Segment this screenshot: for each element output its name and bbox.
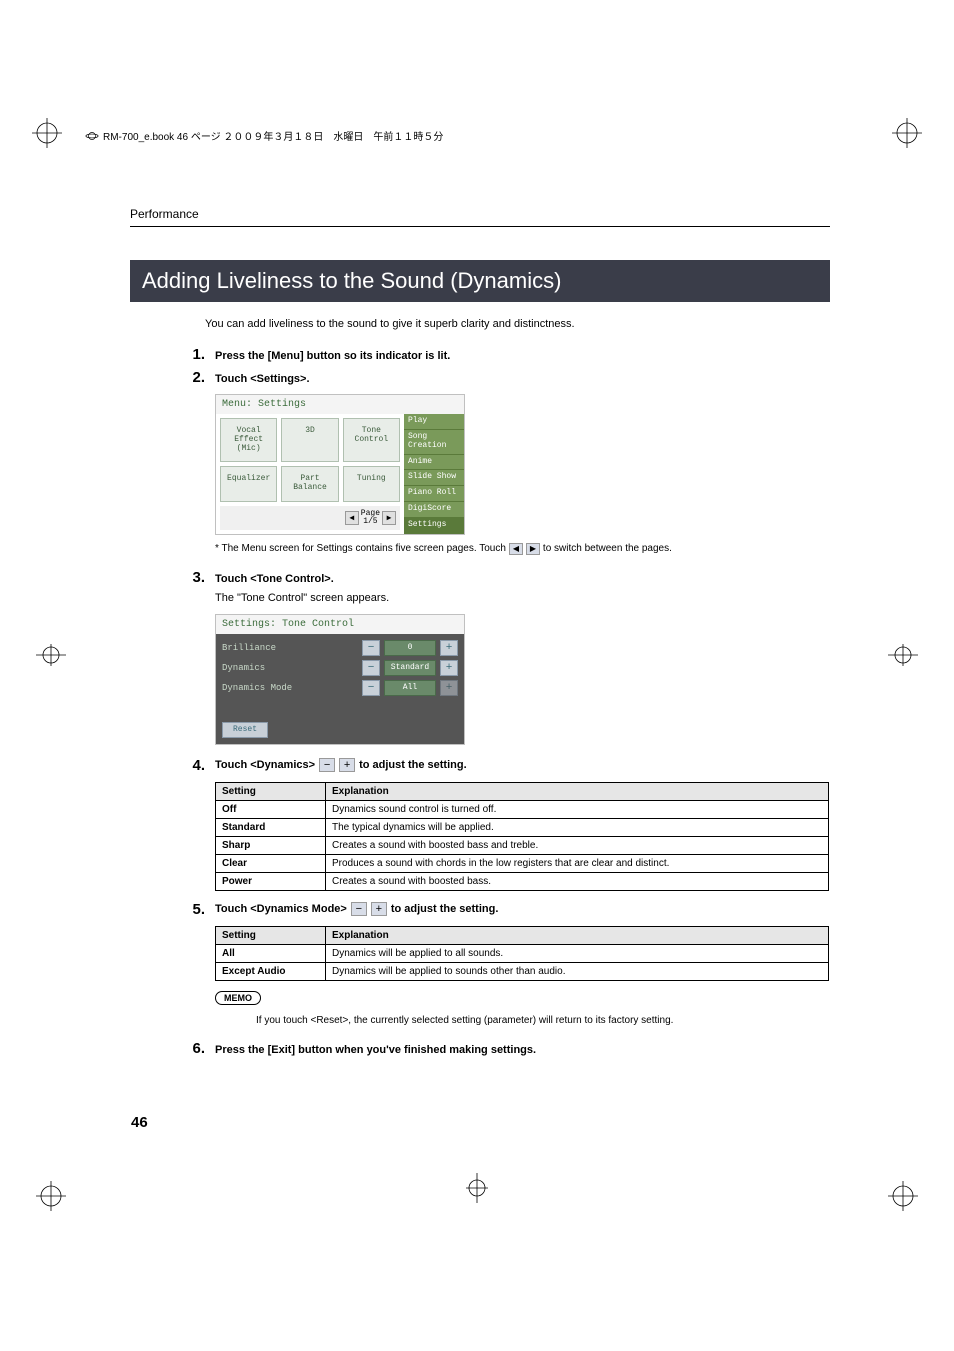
page-number: 46 — [131, 1114, 148, 1131]
intro-text: You can add liveliness to the sound to g… — [205, 318, 830, 330]
brilliance-row: Brilliance − 0 + — [222, 640, 458, 656]
reset-button[interactable]: Reset — [222, 722, 268, 738]
table-row: Except AudioDynamics will be applied to … — [216, 962, 829, 980]
step-text: Touch <Tone Control>. — [215, 573, 334, 585]
table-header-row: Setting Explanation — [216, 782, 829, 800]
tab-slide-show[interactable]: Slide Show — [404, 470, 464, 486]
dynamics-label: Dynamics — [222, 663, 358, 673]
plus-icon: + — [339, 758, 355, 772]
minus-icon: − — [319, 758, 335, 772]
table-header: Explanation — [326, 926, 829, 944]
pager-label: Page 1/5 — [361, 510, 380, 526]
step-3: 3. Touch <Tone Control>. — [185, 569, 830, 586]
step-text: Press the [Exit] button when you've fini… — [215, 1044, 536, 1056]
tab-settings[interactable]: Settings — [404, 518, 464, 534]
dynamics-mode-table: Setting Explanation AllDynamics will be … — [215, 926, 829, 981]
cell-vocal-effect[interactable]: Vocal Effect (Mic) — [220, 418, 277, 462]
step-number: 3. — [185, 569, 205, 586]
section-label: Performance — [130, 207, 199, 221]
cell-3d[interactable]: 3D — [281, 418, 338, 462]
table-row: AllDynamics will be applied to all sound… — [216, 944, 829, 962]
tab-digiscore[interactable]: DigiScore — [404, 502, 464, 518]
step-2: 2. Touch <Settings>. — [185, 369, 830, 386]
step-5: 5. Touch <Dynamics Mode> − + to adjust t… — [185, 901, 830, 918]
settings-panel: Menu: Settings Vocal Effect (Mic) 3D Ton… — [215, 394, 465, 535]
crop-mark-bottom-right — [888, 1181, 918, 1211]
plus-icon: + — [371, 902, 387, 916]
divider — [130, 226, 830, 227]
step-text-post: to adjust the setting. — [391, 903, 499, 915]
left-arrow-icon: ◀ — [509, 543, 523, 555]
minus-button[interactable]: − — [362, 680, 380, 696]
crop-mark-mid-left — [36, 640, 66, 670]
step-6: 6. Press the [Exit] button when you've f… — [185, 1040, 830, 1057]
tone-control-panel: Settings: Tone Control Brilliance − 0 + … — [215, 614, 465, 745]
crop-mark-top-right — [892, 118, 922, 148]
table-row: SharpCreates a sound with boosted bass a… — [216, 836, 829, 854]
table-header-row: Setting Explanation — [216, 926, 829, 944]
step-3-note: The "Tone Control" screen appears. — [215, 592, 830, 604]
brilliance-value: 0 — [384, 640, 436, 656]
crop-mark-bottom-left — [36, 1181, 66, 1211]
dynamics-mode-label: Dynamics Mode — [222, 683, 358, 693]
minus-icon: − — [351, 902, 367, 916]
brilliance-label: Brilliance — [222, 643, 358, 653]
table-header: Explanation — [326, 782, 829, 800]
table-row: PowerCreates a sound with boosted bass. — [216, 872, 829, 890]
table-row: OffDynamics sound control is turned off. — [216, 800, 829, 818]
right-arrow-icon: ▶ — [526, 543, 540, 555]
step-number: 2. — [185, 369, 205, 386]
panel-title: Settings: Tone Control — [216, 615, 464, 634]
cell-part-balance[interactable]: Part Balance — [281, 466, 338, 502]
step-text: Touch <Settings>. — [215, 373, 310, 385]
tab-piano-roll[interactable]: Piano Roll — [404, 486, 464, 502]
dynamics-table: Setting Explanation OffDynamics sound co… — [215, 782, 829, 891]
step-number: 4. — [185, 757, 205, 774]
table-row: StandardThe typical dynamics will be app… — [216, 818, 829, 836]
pager-prev-button[interactable]: ◀ — [345, 511, 359, 525]
tab-song-creation[interactable]: Song Creation — [404, 430, 464, 455]
book-header-text: RM-700_e.book 46 ページ ２００９年３月１８日 水曜日 午前１１… — [103, 128, 443, 143]
crop-mark-mid-right — [888, 640, 918, 670]
cell-tuning[interactable]: Tuning — [343, 466, 400, 502]
tab-play[interactable]: Play — [404, 414, 464, 430]
pager: ◀ Page 1/5 ▶ — [220, 506, 400, 530]
dynamics-mode-value: All — [384, 680, 436, 696]
settings-footnote: * The Menu screen for Settings contains … — [215, 543, 830, 555]
step-number: 1. — [185, 346, 205, 363]
tab-anime[interactable]: Anime — [404, 455, 464, 471]
step-number: 6. — [185, 1040, 205, 1057]
step-text-post: to adjust the setting. — [359, 759, 467, 771]
memo: MEMO — [215, 991, 830, 1005]
book-header: RM-700_e.book 46 ページ ２００９年３月１８日 水曜日 午前１１… — [85, 128, 443, 143]
side-tabs: Play Song Creation Anime Slide Show Pian… — [404, 414, 464, 534]
page-title: Adding Liveliness to the Sound (Dynamics… — [130, 260, 830, 302]
memo-badge: MEMO — [215, 991, 261, 1005]
saturn-icon — [85, 129, 99, 143]
cell-equalizer[interactable]: Equalizer — [220, 466, 277, 502]
step-1: 1. Press the [Menu] button so its indica… — [185, 346, 830, 363]
table-row: ClearProduces a sound with chords in the… — [216, 854, 829, 872]
minus-button[interactable]: − — [362, 660, 380, 676]
step-4: 4. Touch <Dynamics> − + to adjust the se… — [185, 757, 830, 774]
table-header: Setting — [216, 926, 326, 944]
step-text: Press the [Menu] button so its indicator… — [215, 350, 450, 362]
plus-button[interactable]: + — [440, 680, 458, 696]
plus-button[interactable]: + — [440, 640, 458, 656]
dynamics-row: Dynamics − Standard + — [222, 660, 458, 676]
memo-text: If you touch <Reset>, the currently sele… — [256, 1015, 830, 1026]
crop-mark-top-left — [32, 118, 62, 148]
table-header: Setting — [216, 782, 326, 800]
step-number: 5. — [185, 901, 205, 918]
pager-next-button[interactable]: ▶ — [382, 511, 396, 525]
dynamics-value: Standard — [384, 660, 436, 676]
panel-title: Menu: Settings — [216, 395, 464, 414]
dynamics-mode-row: Dynamics Mode − All + — [222, 680, 458, 696]
plus-button[interactable]: + — [440, 660, 458, 676]
cell-tone-control[interactable]: Tone Control — [343, 418, 400, 462]
step-text-pre: Touch <Dynamics Mode> — [215, 903, 347, 915]
step-text-pre: Touch <Dynamics> — [215, 759, 315, 771]
minus-button[interactable]: − — [362, 640, 380, 656]
crop-mark-bottom-center — [462, 1173, 492, 1203]
